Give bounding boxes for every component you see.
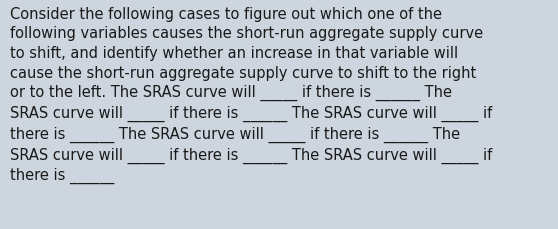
Text: Consider the following cases to figure out which one of the
following variables : Consider the following cases to figure o… <box>10 7 492 184</box>
